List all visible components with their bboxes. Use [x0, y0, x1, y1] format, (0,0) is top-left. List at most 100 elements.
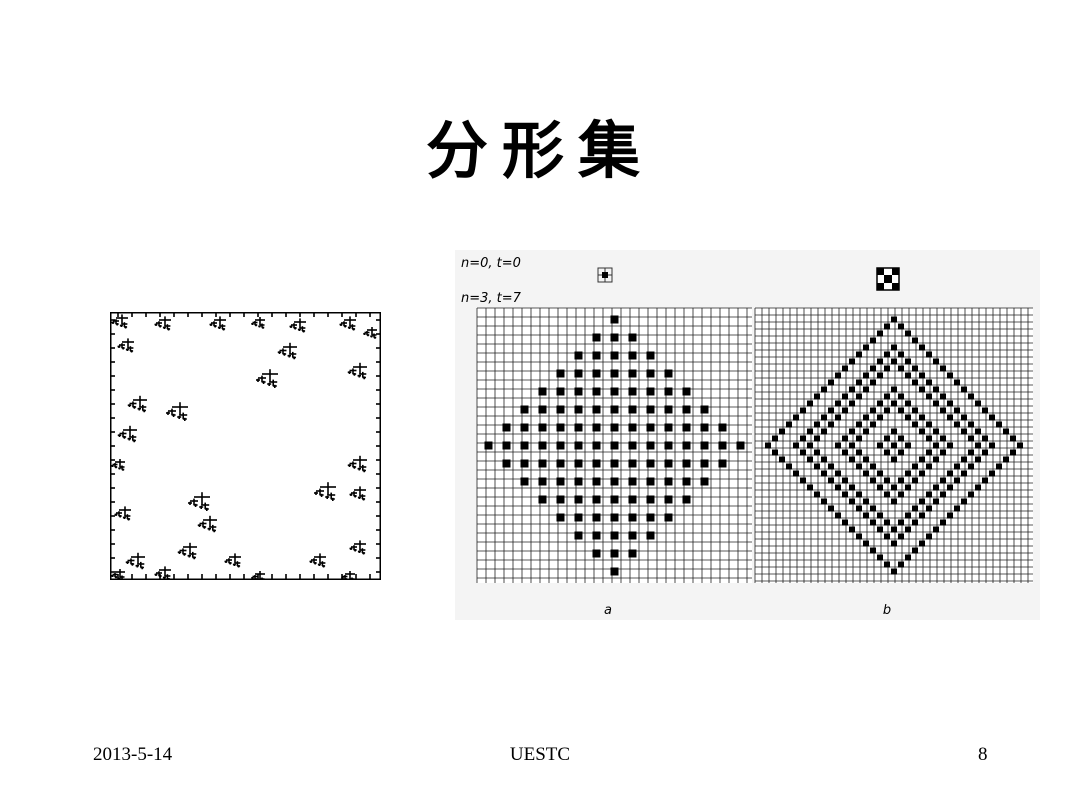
panel-a-cell-23 [556, 495, 565, 504]
panel-b-cell-186 [933, 484, 939, 491]
panel-b-cell-192 [940, 435, 946, 442]
panel-a-cell-106 [700, 441, 709, 450]
panel-b-cell-116 [891, 358, 897, 365]
panel-a-cell-91 [664, 423, 673, 432]
panel-a-cell-96 [664, 513, 673, 522]
panel-b-cell-42 [835, 484, 841, 491]
panel-a-cell-76 [628, 549, 637, 558]
panel-b-cell-231 [989, 414, 995, 421]
panel-b-cell-86 [870, 463, 876, 470]
panel-a-cell-110 [718, 441, 727, 450]
panel-b-cell-168 [919, 512, 925, 519]
panel-b-cell-212 [961, 428, 967, 435]
panel-b-cell-47 [842, 435, 848, 442]
panel-b-cell-98 [877, 484, 883, 491]
panel-b-cell-87 [870, 477, 876, 484]
panel-b-cell-48 [842, 449, 848, 456]
panel-b-cell-99 [877, 512, 883, 519]
panel-b-cell-143 [905, 414, 911, 421]
panel-b-cell-187 [933, 498, 939, 505]
panel-b-cell-51 [842, 519, 848, 526]
panel-b-cell-155 [912, 463, 918, 470]
panel-b-cell-104 [884, 365, 890, 372]
panel-b-cell-100 [877, 526, 883, 533]
panel-a-cell-0 [484, 441, 493, 450]
panel-a-cell-78 [646, 369, 655, 378]
panel-a-cell-19 [556, 423, 565, 432]
panel-a-cell-8 [520, 477, 529, 486]
panel-b-cell-16 [807, 442, 813, 449]
panel-a-cell-112 [736, 441, 745, 450]
panel-a-cell-67 [628, 387, 637, 396]
panel-b-cell-53 [849, 386, 855, 393]
panel-b-cell-107 [884, 435, 890, 442]
panel-b-cell-228 [982, 435, 988, 442]
panel-b-cell-58 [849, 484, 855, 491]
panel-b-cell-2 [772, 449, 778, 456]
panel-a-cell-6 [520, 441, 529, 450]
panel-a-cell-5 [520, 423, 529, 432]
panel-b-cell-226 [975, 484, 981, 491]
panel-a-cell-56 [610, 441, 619, 450]
panel-a-cell-109 [718, 423, 727, 432]
panel-b-cell-85 [870, 421, 876, 428]
panel-b-cell-61 [856, 351, 862, 358]
panel-b-cell-123 [891, 498, 897, 505]
panel-a-cell-10 [538, 405, 547, 414]
panel-a-cell-44 [592, 477, 601, 486]
panel-a-cell-45 [592, 495, 601, 504]
panel-a-cell-63 [610, 567, 619, 576]
seed-b-icon [876, 267, 900, 291]
panel-a-cell-95 [664, 495, 673, 504]
panel-a-cell-62 [610, 549, 619, 558]
panel-b-cell-26 [821, 414, 827, 421]
panel-b-cell-237 [1003, 456, 1009, 463]
panel-b-cell-210 [961, 386, 967, 393]
panel-b-cell-138 [898, 561, 904, 568]
panel-b-cell-13 [800, 477, 806, 484]
panel-b-cell-217 [968, 421, 974, 428]
panel-a-cell-36 [592, 333, 601, 342]
panel-b-cell-213 [961, 456, 967, 463]
seed-a-icon [597, 267, 613, 283]
panel-a-cell-29 [574, 423, 583, 432]
panel-b-cell-55 [849, 428, 855, 435]
panel-a-cell-50 [610, 333, 619, 342]
panel-b-cell-77 [863, 470, 869, 477]
panel-b-cell-239 [1010, 449, 1016, 456]
panel-b-cell-84 [870, 407, 876, 414]
fractal-branch-figure [110, 312, 381, 580]
panel-b-cell-179 [926, 533, 932, 540]
panel-b-cell-176 [926, 463, 932, 470]
panel-a-cell-21 [556, 459, 565, 468]
panel-b-cell-66 [856, 449, 862, 456]
panel-b-cell-139 [905, 330, 911, 337]
panel-b-cell-70 [856, 533, 862, 540]
panel-b-cell-144 [905, 442, 911, 449]
panel-a-cell-90 [664, 405, 673, 414]
panel-b-cell-29 [821, 470, 827, 477]
panel-a-cell-64 [628, 333, 637, 342]
panel-b-cell-158 [912, 519, 918, 526]
panel-b-cell-36 [828, 505, 834, 512]
panel-a-cell-70 [628, 441, 637, 450]
panel-b-cell-178 [926, 505, 932, 512]
panel-a-cell-28 [574, 405, 583, 414]
panel-b-cell-207 [954, 463, 960, 470]
panel-b-cell-122 [891, 484, 897, 491]
panel-b-cell-195 [940, 491, 946, 498]
panel-b-cell-211 [961, 414, 967, 421]
panel-b-cell-229 [982, 449, 988, 456]
panel-b-cell-126 [891, 568, 897, 575]
panel-b-cell-113 [884, 561, 890, 568]
panel-a-cell-93 [664, 459, 673, 468]
panel-b-cell-197 [947, 372, 953, 379]
panel-b-cell-137 [898, 533, 904, 540]
panel-a-cell-111 [718, 459, 727, 468]
panel-b-cell-220 [968, 463, 974, 470]
panel-b-cell-21 [814, 435, 820, 442]
panel-a-cell-9 [538, 387, 547, 396]
panel-b-cell-67 [856, 463, 862, 470]
panel-b-cell-60 [849, 526, 855, 533]
panel-b-cell-151 [912, 365, 918, 372]
